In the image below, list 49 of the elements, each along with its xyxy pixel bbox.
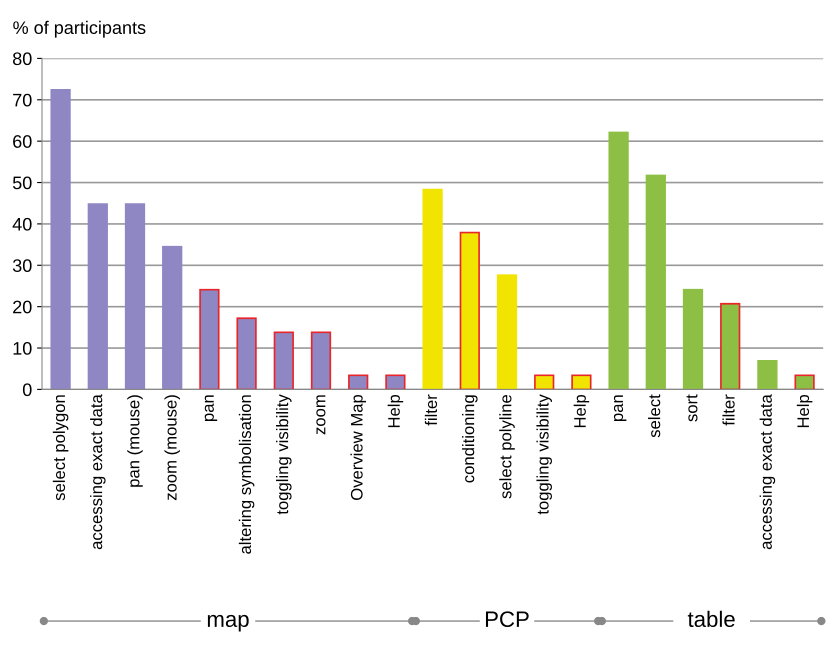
x-tick-label: filter	[424, 394, 438, 426]
x-tick-label: select polyline	[499, 394, 515, 498]
y-tick-label: 0	[22, 383, 32, 396]
x-tick-label: sort	[686, 394, 698, 422]
y-tick-label: 60	[13, 135, 32, 148]
bar	[757, 360, 778, 390]
text: PCP	[486, 611, 529, 628]
y-tick-label: 40	[12, 218, 32, 231]
x-tick-label: pan	[614, 395, 626, 421]
x-tick-label: zoom	[316, 395, 326, 434]
x-tick-label: altering symbolisation	[238, 395, 254, 554]
bar	[496, 274, 518, 390]
bar	[236, 317, 257, 390]
bar	[646, 174, 666, 390]
y-tick-label: 50	[12, 176, 32, 190]
bar	[608, 132, 629, 390]
x-tick-label: select	[648, 394, 660, 438]
y-tick-label: 80	[12, 52, 32, 66]
x-tick-label: toggling visibility	[276, 394, 292, 514]
x-tick-label: conditioning	[462, 395, 478, 483]
x-tick-label: zoom (mouse)	[164, 395, 180, 500]
y-tick-label: 20	[13, 300, 32, 314]
text: table	[688, 610, 735, 628]
bar	[682, 288, 704, 390]
bar	[422, 188, 443, 390]
x-tick-label: toggling visibility	[536, 394, 552, 514]
x-tick-label: accessing exact data	[90, 394, 106, 550]
bar	[385, 374, 406, 390]
bar	[348, 374, 368, 390]
bar	[199, 288, 220, 390]
x-tick-label: Help	[574, 394, 590, 428]
bar	[274, 331, 294, 390]
x-tick-label: select polygon	[52, 395, 68, 500]
bar	[571, 374, 592, 390]
y-tick-label: 10	[14, 342, 32, 355]
x-tick-label: Overview Map	[350, 394, 366, 500]
bar	[534, 374, 554, 390]
x-tick-label: Help	[388, 394, 404, 428]
y-tick-label: 70	[13, 94, 32, 107]
bar	[310, 331, 332, 390]
y-tick-label: 30	[12, 259, 32, 272]
x-tick-label: pan (mouse)	[127, 395, 143, 487]
x-tick-label: Help	[796, 394, 812, 428]
bar	[460, 232, 480, 390]
x-tick-label: accessing exact data	[760, 394, 776, 550]
y-axis-title: % of participants	[13, 20, 146, 38]
x-tick-label: pan	[204, 395, 218, 421]
text: map	[208, 614, 249, 632]
x-tick-label: filter	[722, 394, 735, 426]
